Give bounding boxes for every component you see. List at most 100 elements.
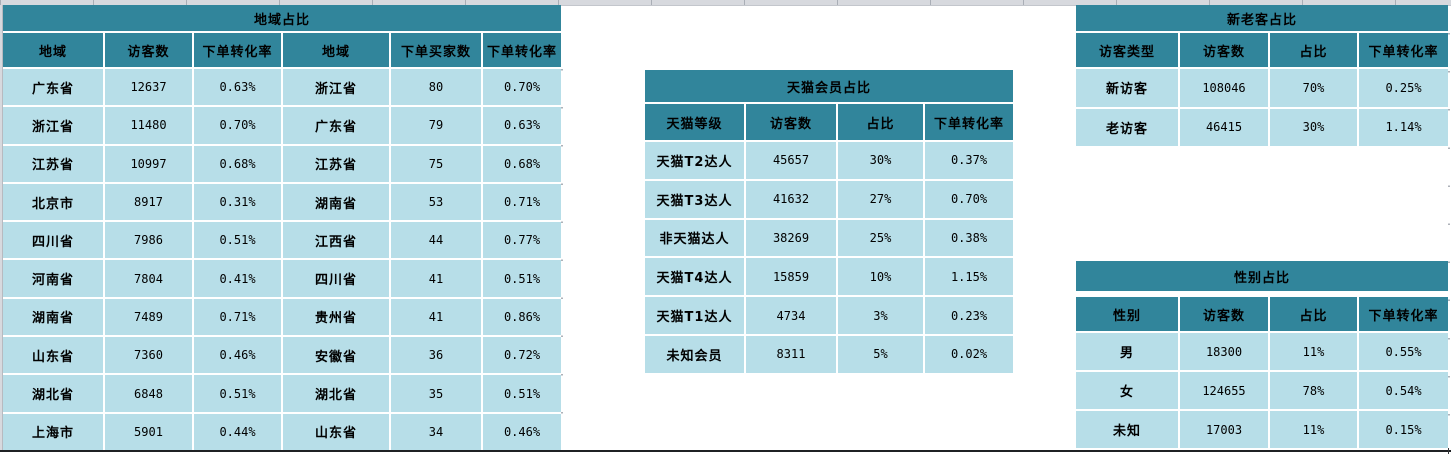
value-cell[interactable]: 41632 xyxy=(746,180,836,218)
value-cell[interactable]: 5% xyxy=(838,335,923,373)
value-cell[interactable]: 4734 xyxy=(746,297,836,334)
header-cell[interactable]: 下单转化率 xyxy=(1359,297,1448,331)
label-cell[interactable]: 未知会员 xyxy=(645,335,744,373)
value-cell[interactable]: 0.63% xyxy=(194,69,281,106)
value-cell[interactable]: 0.31% xyxy=(194,183,281,221)
value-cell[interactable]: 0.51% xyxy=(483,260,561,297)
value-cell[interactable]: 0.54% xyxy=(1359,372,1448,409)
label-cell[interactable]: 湖南省 xyxy=(3,298,103,336)
label-cell[interactable]: 浙江省 xyxy=(3,107,103,144)
value-cell[interactable]: 30% xyxy=(1270,108,1357,146)
value-cell[interactable]: 0.51% xyxy=(194,375,281,412)
tmall-member-share-table-title[interactable]: 天猫会员占比 xyxy=(645,70,1013,102)
value-cell[interactable]: 75 xyxy=(391,145,481,182)
value-cell[interactable]: 0.63% xyxy=(483,107,561,144)
label-cell[interactable]: 四川省 xyxy=(3,222,103,259)
label-cell[interactable]: 男 xyxy=(1076,333,1178,370)
header-cell[interactable]: 下单转化率 xyxy=(925,104,1013,140)
value-cell[interactable]: 41 xyxy=(391,260,481,297)
value-cell[interactable]: 0.77% xyxy=(483,222,561,259)
value-cell[interactable]: 7986 xyxy=(105,222,192,259)
label-cell[interactable]: 北京市 xyxy=(3,183,103,221)
label-cell[interactable]: 安徽省 xyxy=(283,337,389,374)
header-cell[interactable]: 下单转化率 xyxy=(483,33,561,67)
value-cell[interactable]: 7360 xyxy=(105,337,192,374)
value-cell[interactable]: 27% xyxy=(838,180,923,218)
value-cell[interactable]: 12637 xyxy=(105,69,192,106)
value-cell[interactable]: 15859 xyxy=(746,258,836,296)
header-cell[interactable]: 性别 xyxy=(1076,297,1178,331)
label-cell[interactable]: 河南省 xyxy=(3,260,103,297)
value-cell[interactable]: 0.15% xyxy=(1359,411,1448,448)
label-cell[interactable]: 上海市 xyxy=(3,413,103,450)
header-cell[interactable]: 下单转化率 xyxy=(194,33,281,67)
value-cell[interactable]: 124655 xyxy=(1180,372,1268,409)
label-cell[interactable]: 天猫T1达人 xyxy=(645,297,744,334)
value-cell[interactable]: 36 xyxy=(391,337,481,374)
value-cell[interactable]: 0.51% xyxy=(194,222,281,259)
label-cell[interactable]: 天猫T3达人 xyxy=(645,180,744,218)
value-cell[interactable]: 7489 xyxy=(105,298,192,336)
label-cell[interactable]: 四川省 xyxy=(283,260,389,297)
header-cell[interactable]: 占比 xyxy=(838,104,923,140)
value-cell[interactable]: 79 xyxy=(391,107,481,144)
label-cell[interactable]: 山东省 xyxy=(3,337,103,374)
label-cell[interactable]: 新访客 xyxy=(1076,69,1178,107)
label-cell[interactable]: 未知 xyxy=(1076,411,1178,448)
value-cell[interactable]: 11480 xyxy=(105,107,192,144)
value-cell[interactable]: 0.25% xyxy=(1359,69,1448,107)
value-cell[interactable]: 0.51% xyxy=(483,375,561,412)
header-cell[interactable]: 占比 xyxy=(1270,33,1357,67)
header-cell[interactable]: 访客数 xyxy=(746,104,836,140)
header-cell[interactable]: 访客数 xyxy=(1180,33,1268,67)
header-cell[interactable]: 下单转化率 xyxy=(1359,33,1448,67)
label-cell[interactable]: 江苏省 xyxy=(283,145,389,182)
label-cell[interactable]: 湖南省 xyxy=(283,183,389,221)
label-cell[interactable]: 湖北省 xyxy=(3,375,103,412)
label-cell[interactable]: 广东省 xyxy=(3,69,103,106)
header-cell[interactable]: 地域 xyxy=(283,33,389,67)
label-cell[interactable]: 山东省 xyxy=(283,413,389,450)
value-cell[interactable]: 0.46% xyxy=(194,337,281,374)
value-cell[interactable]: 0.70% xyxy=(925,180,1013,218)
value-cell[interactable]: 0.72% xyxy=(483,337,561,374)
value-cell[interactable]: 8311 xyxy=(746,335,836,373)
value-cell[interactable]: 35 xyxy=(391,375,481,412)
value-cell[interactable]: 108046 xyxy=(1180,69,1268,107)
label-cell[interactable]: 天猫T2达人 xyxy=(645,142,744,179)
value-cell[interactable]: 45657 xyxy=(746,142,836,179)
value-cell[interactable]: 80 xyxy=(391,69,481,106)
value-cell[interactable]: 0.46% xyxy=(483,413,561,450)
value-cell[interactable]: 0.23% xyxy=(925,297,1013,334)
region-share-table-title[interactable]: 地域占比 xyxy=(3,5,561,31)
value-cell[interactable]: 0.41% xyxy=(194,260,281,297)
header-cell[interactable]: 访客类型 xyxy=(1076,33,1178,67)
header-cell[interactable]: 访客数 xyxy=(105,33,192,67)
value-cell[interactable]: 34 xyxy=(391,413,481,450)
label-cell[interactable]: 女 xyxy=(1076,372,1178,409)
gender-share-table-title[interactable]: 性别占比 xyxy=(1076,261,1448,291)
value-cell[interactable]: 10997 xyxy=(105,145,192,182)
value-cell[interactable]: 7804 xyxy=(105,260,192,297)
value-cell[interactable]: 0.70% xyxy=(194,107,281,144)
value-cell[interactable]: 8917 xyxy=(105,183,192,221)
header-cell[interactable]: 访客数 xyxy=(1180,297,1268,331)
label-cell[interactable]: 贵州省 xyxy=(283,298,389,336)
value-cell[interactable]: 41 xyxy=(391,298,481,336)
value-cell[interactable]: 6848 xyxy=(105,375,192,412)
header-cell[interactable]: 占比 xyxy=(1270,297,1357,331)
value-cell[interactable]: 0.70% xyxy=(483,69,561,106)
value-cell[interactable]: 25% xyxy=(838,219,923,257)
label-cell[interactable]: 广东省 xyxy=(283,107,389,144)
value-cell[interactable]: 17003 xyxy=(1180,411,1268,448)
value-cell[interactable]: 5901 xyxy=(105,413,192,450)
new-old-visitor-share-table-title[interactable]: 新老客占比 xyxy=(1076,5,1448,31)
value-cell[interactable]: 1.14% xyxy=(1359,108,1448,146)
value-cell[interactable]: 11% xyxy=(1270,333,1357,370)
value-cell[interactable]: 38269 xyxy=(746,219,836,257)
value-cell[interactable]: 0.37% xyxy=(925,142,1013,179)
value-cell[interactable]: 53 xyxy=(391,183,481,221)
value-cell[interactable]: 10% xyxy=(838,258,923,296)
value-cell[interactable]: 0.68% xyxy=(194,145,281,182)
value-cell[interactable]: 0.71% xyxy=(483,183,561,221)
